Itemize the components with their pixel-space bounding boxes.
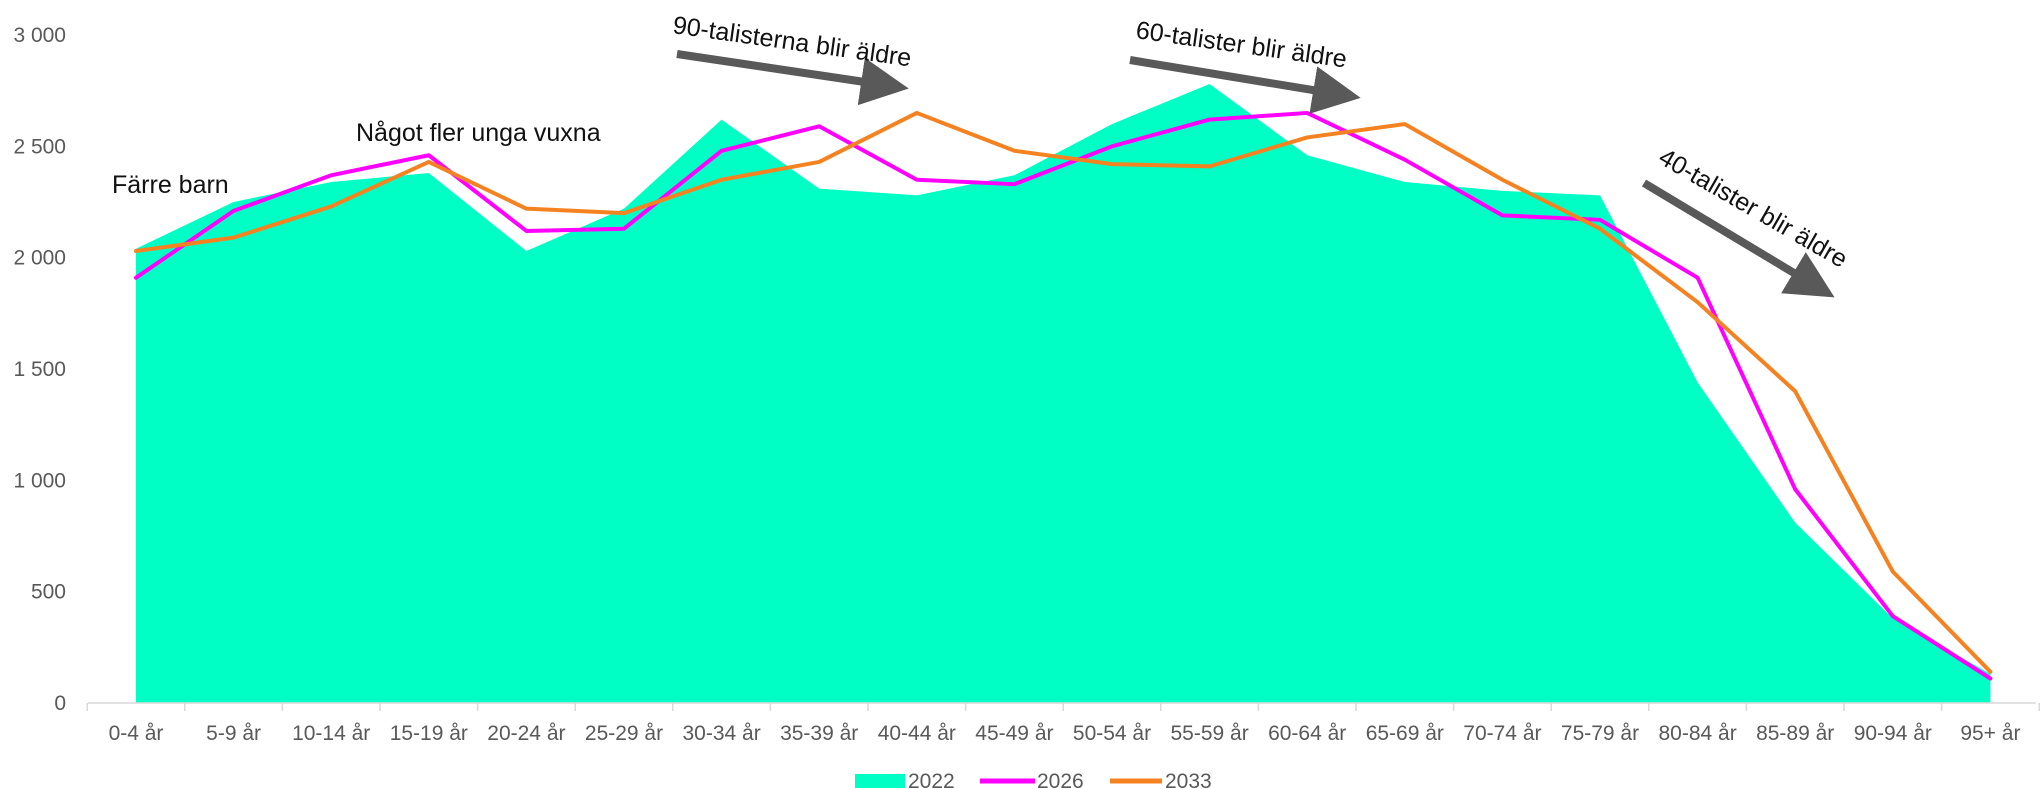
- data-point-2026-4: [524, 229, 528, 233]
- annotation-unga-vuxna: Något fler unga vuxna: [356, 119, 601, 147]
- data-point-2033-2: [329, 204, 333, 208]
- data-point-2026-18: [1891, 614, 1895, 618]
- x-tick-label: 75-79 år: [1561, 722, 1639, 745]
- x-tick-label: 80-84 år: [1658, 722, 1736, 745]
- area-series-2022: [136, 83, 1991, 703]
- data-point-2033-12: [1305, 135, 1309, 139]
- y-tick-label: 1 000: [13, 469, 66, 492]
- data-point-2033-4: [524, 207, 528, 211]
- x-tick-label: 55-59 år: [1170, 722, 1248, 745]
- data-point-2022-15: [1598, 193, 1602, 197]
- x-tick-label: 45-49 år: [975, 722, 1053, 745]
- data-point-2026-16: [1696, 276, 1700, 280]
- line-series-2033: [134, 110, 1993, 674]
- data-point-2033-5: [622, 211, 626, 215]
- data-point-2026-0: [134, 276, 138, 280]
- data-point-2026-12: [1305, 111, 1309, 115]
- data-point-2026-9: [1012, 182, 1016, 186]
- y-tick-label: 1 500: [13, 358, 66, 381]
- data-point-2033-16: [1696, 300, 1700, 304]
- legend-label-2022: 2022: [908, 770, 955, 789]
- x-tick-label: 20-24 år: [487, 722, 565, 745]
- data-point-2022-11: [1208, 82, 1212, 86]
- data-point-2026-17: [1793, 487, 1797, 491]
- data-point-2022-8: [915, 193, 919, 197]
- legend: 2022 2026 2033: [855, 770, 1212, 789]
- data-point-2026-10: [1110, 144, 1114, 148]
- data-point-2033-10: [1110, 162, 1114, 166]
- data-point-2026-7: [817, 124, 821, 128]
- data-point-2022-7: [817, 187, 821, 191]
- x-tick-label: 40-44 år: [878, 722, 956, 745]
- x-tick-label: 25-29 år: [585, 722, 663, 745]
- data-point-2033-9: [1012, 149, 1016, 153]
- y-tick-label: 3 000: [13, 24, 66, 47]
- data-point-2026-3: [427, 153, 431, 157]
- x-tick-label: 85-89 år: [1756, 722, 1834, 745]
- x-tick-label: 90-94 år: [1854, 722, 1932, 745]
- data-point-2033-14: [1500, 178, 1504, 182]
- y-tick-label: 0: [54, 692, 66, 715]
- data-point-2022-4: [524, 249, 528, 253]
- data-point-2022-12: [1305, 153, 1309, 157]
- data-point-2026-15: [1598, 218, 1602, 222]
- y-tick-label: 2 000: [13, 247, 66, 270]
- data-point-2026-8: [915, 178, 919, 182]
- data-point-2026-13: [1403, 158, 1407, 162]
- y-tick-label: 2 500: [13, 135, 66, 158]
- data-point-2033-11: [1208, 164, 1212, 168]
- data-point-2033-8: [915, 111, 919, 115]
- data-point-2033-18: [1891, 570, 1895, 574]
- x-tick-label: 10-14 år: [292, 722, 370, 745]
- x-tick-label: 5-9 år: [206, 722, 261, 745]
- x-tick-label: 0-4 år: [109, 722, 164, 745]
- data-point-2026-1: [232, 209, 236, 213]
- data-point-2033-6: [720, 178, 724, 182]
- legend-label-2026: 2026: [1037, 770, 1084, 789]
- data-point-2026-5: [622, 227, 626, 231]
- x-tick-label: 35-39 år: [780, 722, 858, 745]
- x-tick-label: 15-19 år: [390, 722, 468, 745]
- legend-label-2033: 2033: [1165, 770, 1212, 789]
- data-point-2022-1: [232, 200, 236, 204]
- data-point-2033-19: [1988, 670, 1992, 674]
- annotation-farre-barn: Färre barn: [112, 171, 229, 199]
- data-point-2033-17: [1793, 389, 1797, 393]
- data-point-2022-13: [1403, 180, 1407, 184]
- data-point-2026-19: [1988, 677, 1992, 681]
- data-point-2033-7: [817, 160, 821, 164]
- data-point-2022-5: [622, 207, 626, 211]
- data-point-2033-15: [1598, 227, 1602, 231]
- arrow-90-talisterna: [676, 50, 909, 106]
- data-point-2022-9: [1012, 173, 1016, 177]
- data-point-2022-17: [1793, 521, 1797, 525]
- data-point-2026-14: [1500, 213, 1504, 217]
- data-point-2033-13: [1403, 122, 1407, 126]
- data-point-2033-0: [134, 249, 138, 253]
- arrow-40-talister: [1641, 179, 1835, 298]
- data-point-2022-2: [329, 180, 333, 184]
- x-tick-label: 30-34 år: [682, 722, 760, 745]
- data-point-2033-1: [232, 236, 236, 240]
- data-point-2022-6: [720, 118, 724, 122]
- annotation-90-talisterna: 90-talisterna blir äldre: [671, 11, 913, 72]
- y-tick-label: 500: [31, 581, 66, 604]
- data-point-2026-11: [1208, 118, 1212, 122]
- legend-swatch-2022: [855, 774, 905, 788]
- data-point-2022-16: [1696, 380, 1700, 384]
- data-point-2022-14: [1500, 189, 1504, 193]
- data-point-2022-3: [427, 171, 431, 175]
- x-tick-label: 70-74 år: [1463, 722, 1541, 745]
- data-point-2026-6: [720, 149, 724, 153]
- x-tick-label: 95+ år: [1960, 722, 2020, 745]
- x-tick-label: 60-64 år: [1268, 722, 1346, 745]
- data-point-2026-2: [329, 173, 333, 177]
- data-point-2033-3: [427, 160, 431, 164]
- data-point-2022-10: [1110, 122, 1114, 126]
- arrow-60-talister: [1129, 56, 1361, 114]
- x-tick-label: 65-69 år: [1366, 722, 1444, 745]
- x-tick-label: 50-54 år: [1073, 722, 1151, 745]
